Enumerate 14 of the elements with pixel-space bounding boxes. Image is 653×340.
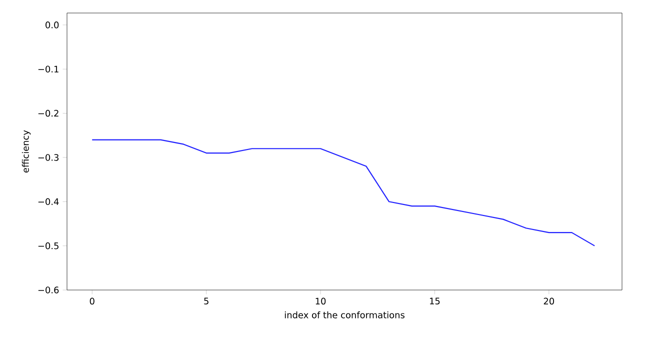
x-tick-label: 15 [430,298,440,304]
y-tick-label: −0.6 [38,286,59,294]
y-tick-label: −0.3 [38,154,59,161]
y-tick-label: 0.0 [46,22,59,28]
x-tick-label: 10 [316,298,326,305]
y-tick-label: −0.4 [38,198,59,206]
y-tick-label: −0.2 [38,110,58,117]
x-tick-label: 0 [90,298,94,305]
x-axis-title: index of the conformations [284,311,404,318]
x-tick-label: 20 [544,298,554,305]
y-tick-label: −0.5 [38,242,58,250]
y-axis-title: efficiency [22,130,31,173]
x-tick-label: 5 [204,298,208,304]
y-tick-label: −0.1 [38,66,58,72]
